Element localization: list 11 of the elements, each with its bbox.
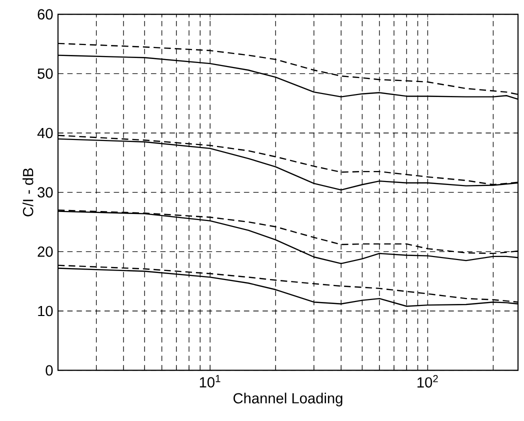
x-tick-label: 10$^{1}$ <box>200 375 220 388</box>
y-tick-label: 40 <box>37 128 53 138</box>
x-axis-title: Channel Loading <box>234 392 342 406</box>
y-tick-label: 30 <box>38 187 53 198</box>
y-tick-label: 0 <box>46 365 53 376</box>
y-tick-label: 60 <box>38 9 53 20</box>
y-axis-title: C/I - dB <box>22 168 34 216</box>
y-tick-label: 20 <box>38 246 53 257</box>
y-tick-label: 10 <box>38 306 53 316</box>
x-tick-label: 10$^{2}$ <box>418 375 438 388</box>
y-tick-label: 50 <box>38 68 53 79</box>
